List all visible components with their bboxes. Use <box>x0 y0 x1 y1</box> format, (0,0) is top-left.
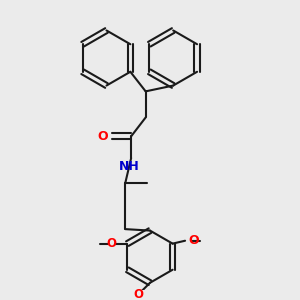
Text: O: O <box>106 237 116 250</box>
Text: O: O <box>97 130 108 143</box>
Text: O: O <box>134 288 143 300</box>
Text: NH: NH <box>119 160 140 172</box>
Text: O: O <box>189 234 199 247</box>
